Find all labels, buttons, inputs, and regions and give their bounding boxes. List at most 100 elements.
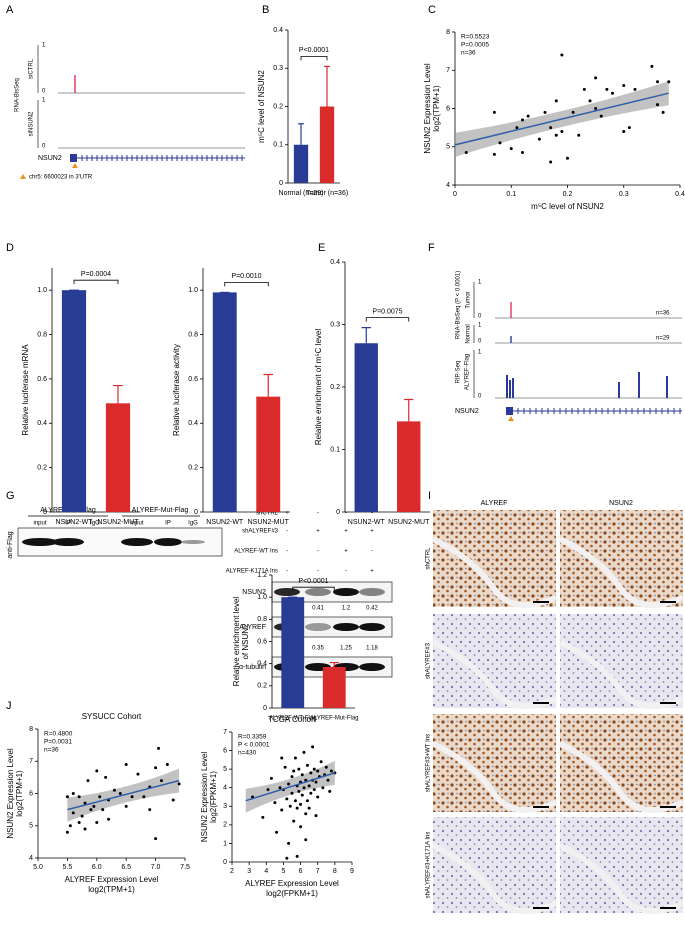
bar xyxy=(212,292,237,512)
point xyxy=(107,817,111,821)
tissue-gap xyxy=(558,536,685,608)
panel-letter: F xyxy=(428,242,435,254)
rip-peak xyxy=(666,376,668,398)
y-axis-label: Relative enrichment level xyxy=(232,597,241,687)
bar xyxy=(293,144,309,183)
y-axis-label: m⁵C level of NSUN2 xyxy=(257,70,266,143)
p-value: P=0.0075 xyxy=(372,308,402,315)
stat: P < 0.0001 xyxy=(238,742,270,749)
blot-frame xyxy=(17,527,223,557)
blot-band xyxy=(359,588,385,596)
point xyxy=(549,126,553,130)
point xyxy=(280,808,284,812)
point xyxy=(633,87,637,91)
point xyxy=(521,150,524,154)
label: 1 xyxy=(478,280,482,286)
x-tick-label: 5.0 xyxy=(33,864,43,871)
blot-band xyxy=(305,623,331,631)
point xyxy=(266,788,270,792)
label: - xyxy=(371,511,373,517)
label: - xyxy=(371,549,373,555)
tissue-gap xyxy=(558,740,685,813)
stat: P=0.0005 xyxy=(461,42,489,49)
y-tick-label: 1.0 xyxy=(37,287,47,294)
x-tick-label: 2 xyxy=(230,868,234,875)
x-tick-label: Tumor (n=36) xyxy=(306,190,348,197)
bar xyxy=(397,421,421,512)
label: n=36 xyxy=(656,311,670,317)
y-axis-label: log2(FPKM+1) xyxy=(209,771,218,823)
y-tick-label: 0.6 xyxy=(188,376,198,383)
y-tick-label: 5 xyxy=(446,144,450,151)
y-tick-label: 6 xyxy=(446,105,450,112)
label: 0.41 xyxy=(312,606,324,612)
label: ALYREF-Flag xyxy=(465,354,471,391)
point xyxy=(299,825,303,829)
y-tick-label: 0.6 xyxy=(37,376,47,383)
y-tick-label: 0.4 xyxy=(273,27,283,34)
point xyxy=(299,802,303,806)
point xyxy=(492,152,496,156)
blot-band xyxy=(359,623,385,631)
rip-peak xyxy=(638,372,640,398)
x-tick-label: 0 xyxy=(453,191,457,198)
point xyxy=(324,765,328,769)
y-tick-label: 8 xyxy=(446,29,450,36)
label: input xyxy=(33,521,46,527)
point xyxy=(300,793,304,797)
point xyxy=(537,137,541,141)
y-tick-label: 0.4 xyxy=(188,420,198,427)
y-tick-label: 1.0 xyxy=(188,287,198,294)
y-axis-label: log2(TPM+1) xyxy=(432,85,441,132)
point xyxy=(650,64,654,68)
error-bar xyxy=(329,661,339,667)
point xyxy=(124,804,128,808)
bracket xyxy=(292,586,335,592)
point xyxy=(285,856,289,860)
point xyxy=(566,156,569,160)
tissue-gap xyxy=(431,536,558,608)
point xyxy=(273,801,277,805)
y-tick-label: 7 xyxy=(29,758,33,765)
blot-band xyxy=(333,623,359,631)
rip-peak xyxy=(512,378,514,398)
error-bar xyxy=(298,123,304,145)
scale-bar xyxy=(660,702,676,704)
y-tick-label: 7 xyxy=(446,67,450,74)
bar xyxy=(322,666,346,708)
panel-letter: I xyxy=(428,490,431,502)
point xyxy=(307,806,311,810)
blot-band xyxy=(305,588,331,596)
fit-line xyxy=(67,779,180,811)
stat: P=0.0031 xyxy=(44,739,72,746)
point xyxy=(83,827,87,831)
point xyxy=(275,830,279,834)
y-tick-label: 0 xyxy=(279,180,283,187)
y-tick-label: 5 xyxy=(29,823,33,830)
label: IP xyxy=(65,521,71,527)
x-tick-label: NSUN2-WT xyxy=(206,519,244,526)
point xyxy=(142,795,146,799)
point xyxy=(549,160,553,164)
x-axis-label: ALYREF Expression Level xyxy=(245,879,339,888)
y-axis-label: NSUN2 Expression Level xyxy=(423,63,432,153)
y-tick-label: 0.8 xyxy=(257,616,267,623)
scale-bar xyxy=(533,806,549,808)
y-tick-label: 0.1 xyxy=(273,142,283,149)
point xyxy=(661,110,665,114)
y-axis-label: log2(TPM+1) xyxy=(15,770,24,817)
y-tick-label: 0.8 xyxy=(37,331,47,338)
label: α-tubulin xyxy=(239,664,266,671)
point xyxy=(65,795,69,799)
stat: n=430 xyxy=(238,750,257,757)
scale-bar xyxy=(533,601,549,603)
point xyxy=(526,114,530,118)
y-tick-label: 6 xyxy=(223,747,227,754)
tissue-gap xyxy=(431,740,558,813)
label: - xyxy=(345,511,347,517)
label: - xyxy=(286,549,288,555)
y-tick-label: 0.1 xyxy=(330,446,340,453)
gene-exon xyxy=(506,407,513,415)
point xyxy=(136,772,140,776)
label: - xyxy=(345,569,347,575)
